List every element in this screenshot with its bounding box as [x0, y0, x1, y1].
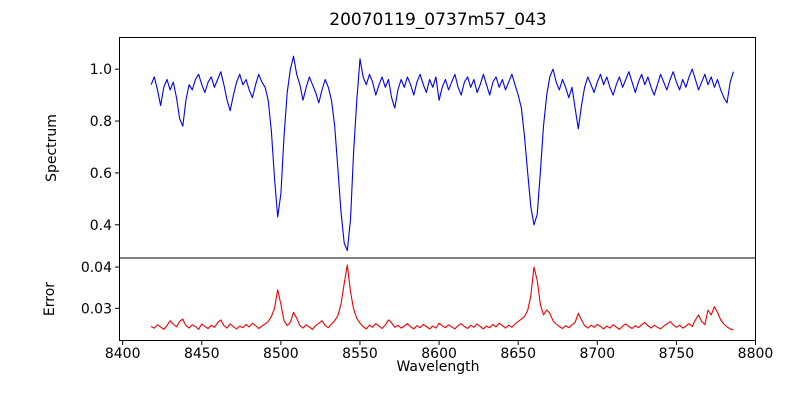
error-axes-frame [119, 257, 756, 341]
spectrum-y-axis-label: Spectrum [44, 114, 60, 182]
spectrum-ytick-label-0.8: 0.8 [90, 114, 112, 130]
xtick-label-8500: 8500 [263, 346, 299, 362]
spectrum-axes-frame [119, 37, 756, 259]
x-axis-label: Wavelength [396, 359, 480, 375]
xtick-label-8800: 8800 [738, 346, 774, 362]
axis-ticks: 0.4 0.6 0.8 1.0 0.03 0.04 8400 8450 8500 8550 8600… [81, 62, 773, 362]
xtick-label-8750: 8750 [659, 346, 695, 362]
xtick-label-8650: 8650 [500, 346, 536, 362]
chart-title: 20070119_0737m57_043 [329, 10, 547, 30]
spectrum-ytick-label-0.6: 0.6 [90, 166, 112, 182]
spectrum-ytick-label-0.4: 0.4 [90, 218, 112, 234]
xtick-label-8450: 8450 [184, 346, 220, 362]
xtick-label-8400: 8400 [105, 346, 141, 362]
xtick-label-8700: 8700 [579, 346, 615, 362]
error-ytick-label-0.03: 0.03 [81, 301, 112, 317]
error-ytick-label-0.04: 0.04 [81, 260, 112, 276]
error-y-axis-label: Error [42, 281, 58, 317]
spectrum-ytick-label-1.0: 1.0 [90, 62, 112, 78]
xtick-label-8550: 8550 [342, 346, 378, 362]
spectrum-data-line [150, 55, 734, 252]
xtick-label-8600: 8600 [421, 346, 457, 362]
error-data-line [150, 264, 734, 331]
